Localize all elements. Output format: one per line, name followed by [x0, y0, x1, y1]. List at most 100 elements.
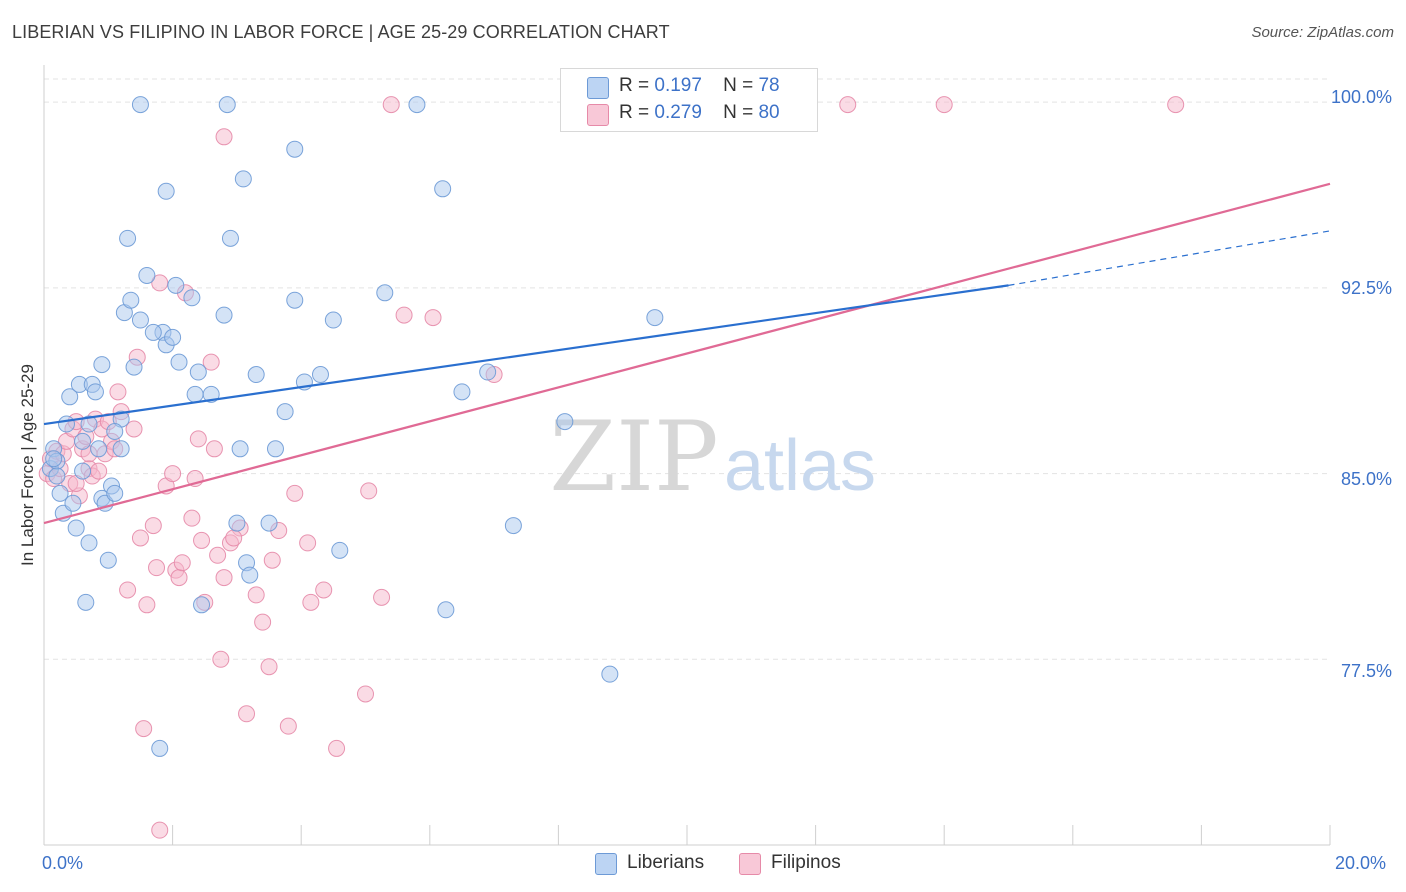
filipino-point	[286, 484, 304, 502]
liberian-point	[157, 182, 175, 200]
filipino-point	[299, 534, 317, 552]
liberian-point	[99, 551, 117, 569]
filipino-point	[935, 96, 953, 114]
filipino-point	[302, 593, 320, 611]
filipino-point	[263, 551, 281, 569]
liberian-point	[93, 356, 111, 374]
liberian-point	[151, 739, 169, 757]
liberian-trend-extension	[1008, 230, 1331, 286]
filipino-point	[170, 569, 188, 587]
source-label: Source: ZipAtlas.com	[1251, 24, 1394, 41]
grid-lines	[44, 78, 1330, 660]
liberian-point	[45, 450, 63, 468]
bottom-legend-label: Liberians	[627, 852, 705, 873]
filipino-point	[193, 531, 211, 549]
liberian-point	[601, 665, 619, 683]
filipino-point	[148, 559, 166, 577]
legend-r-label: R =	[619, 75, 650, 96]
liberian-point	[90, 440, 108, 458]
axes	[43, 65, 1331, 846]
liberian-point	[67, 519, 85, 537]
filipino-point	[279, 717, 297, 735]
chart-title: LIBERIAN VS FILIPINO IN LABOR FORCE | AG…	[12, 22, 670, 42]
filipino-point	[125, 420, 143, 438]
correlation-legend: R = 0.197 N = 78 R = 0.279 N = 80	[560, 68, 818, 132]
filipino-point	[209, 546, 227, 564]
liberian-point	[144, 323, 162, 341]
y-tick-label: 100.0%	[1330, 87, 1392, 107]
filipino-point	[131, 529, 149, 547]
legend-n-label: N =	[723, 102, 754, 123]
liberian-point	[215, 306, 233, 324]
liberian-point	[131, 96, 149, 114]
filipino-point	[109, 383, 127, 401]
liberian-point	[80, 534, 98, 552]
liberian-point	[266, 440, 284, 458]
liberian-point	[51, 484, 69, 502]
y-tick-label: 92.5%	[1340, 278, 1392, 298]
filipino-point	[328, 739, 346, 757]
filipino-point	[90, 462, 108, 480]
trend-lines	[43, 182, 1331, 525]
liberian-point	[247, 366, 265, 384]
liberian-point	[138, 266, 156, 284]
liberian-points	[41, 96, 780, 757]
liberian-point	[74, 462, 92, 480]
filipino-point	[144, 517, 162, 535]
liberian-point	[646, 309, 664, 327]
watermark: ZIP atlas	[549, 401, 876, 513]
liberian-point	[221, 229, 239, 247]
y-axis-label: In Labor Force | Age 25-29	[18, 364, 37, 566]
liberian-point	[324, 311, 342, 329]
filipino-point	[215, 128, 233, 146]
watermark-atlas: atlas	[724, 426, 876, 506]
liberian-point	[228, 514, 246, 532]
filipino-point	[151, 821, 169, 839]
filipino-point	[424, 309, 442, 327]
liberian-point	[48, 467, 66, 485]
filipino-point	[135, 720, 153, 738]
liberian-point	[86, 383, 104, 401]
filipino-point	[360, 482, 378, 500]
legend-n-value: 78	[758, 75, 780, 96]
filipino-trend-line	[43, 182, 1331, 525]
liberian-point	[241, 566, 259, 584]
filipino-point	[202, 353, 220, 371]
liberian-point	[408, 96, 426, 114]
liberian-point	[504, 517, 522, 535]
legend-r-value: 0.197	[654, 75, 702, 96]
liberian-point	[61, 388, 79, 406]
x-tick-label-max: 20.0%	[1335, 853, 1387, 873]
liberian-point	[218, 96, 236, 114]
filipino-point	[357, 685, 374, 703]
filipino-point	[382, 96, 400, 114]
filipino-point	[254, 613, 272, 631]
filipino-point	[238, 705, 256, 723]
liberian-point	[119, 229, 137, 247]
bottom-legend-label: Filipinos	[771, 852, 841, 873]
filipino-point	[1167, 96, 1185, 114]
legend-r-label: R =	[619, 102, 650, 123]
liberian-point	[231, 440, 249, 458]
liberian-point	[112, 440, 130, 458]
liberian-point	[80, 415, 98, 433]
filipino-point	[173, 554, 191, 572]
y-tick-label: 85.0%	[1340, 469, 1392, 489]
filipino-point	[183, 509, 201, 527]
filipino-point	[212, 650, 230, 668]
filipino-point	[189, 430, 207, 448]
filipino-point	[119, 581, 137, 599]
liberian-point	[164, 328, 182, 346]
liberian-point	[183, 289, 201, 307]
filipino-swatch	[587, 104, 609, 126]
liberian-point	[186, 385, 204, 403]
filipino-swatch	[739, 853, 761, 875]
filipino-point	[138, 596, 156, 614]
legend-n-label: N =	[723, 75, 754, 96]
x-tick-label-min: 0.0%	[42, 853, 84, 873]
watermark-zip: ZIP	[549, 401, 718, 513]
filipino-point	[215, 569, 233, 587]
liberian-point	[193, 596, 211, 614]
filipino-point	[839, 96, 857, 114]
